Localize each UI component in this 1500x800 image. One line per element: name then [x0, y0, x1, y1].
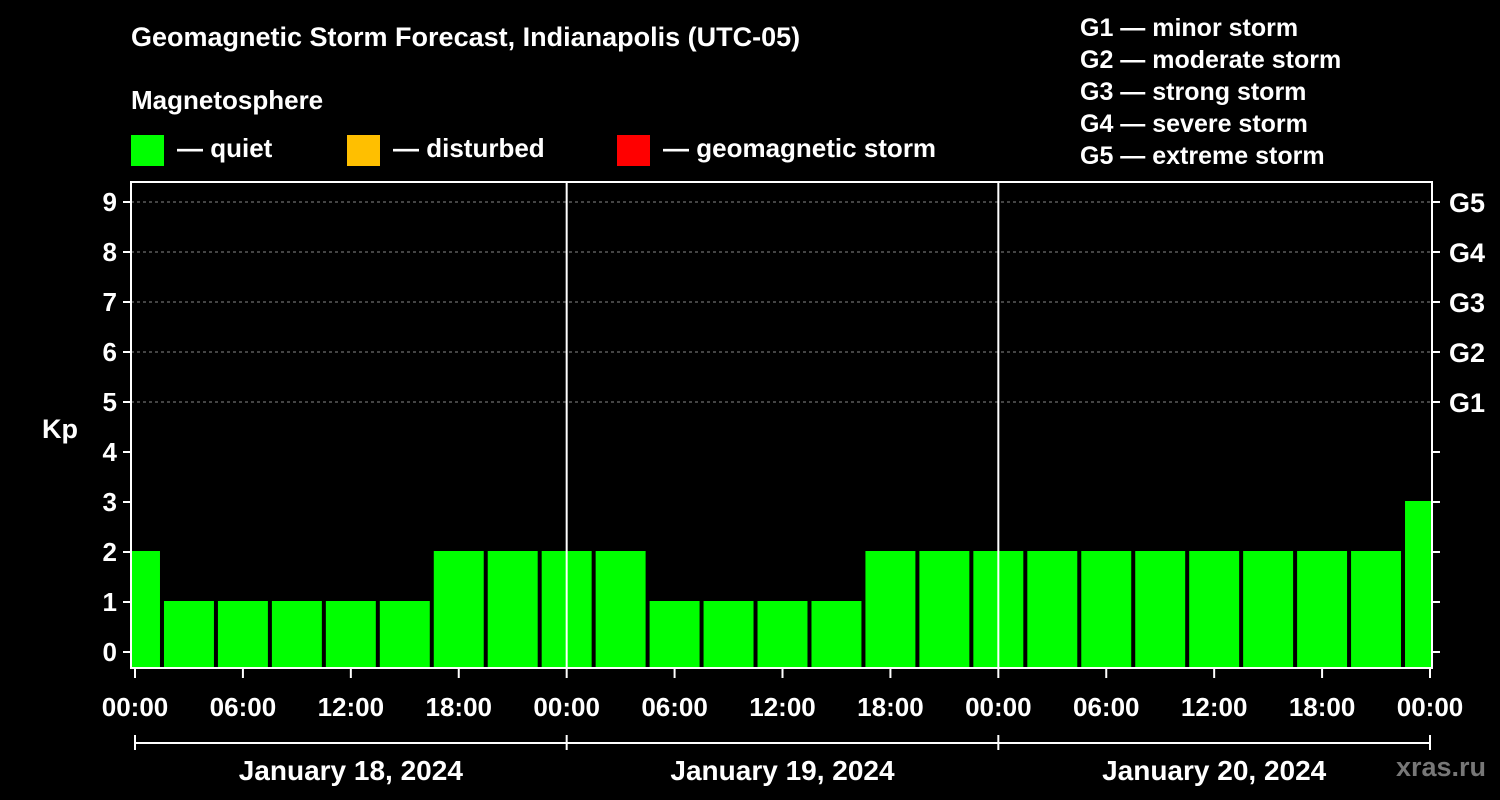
- kp-bar: [1405, 501, 1431, 667]
- x-tick-label: 18:00: [426, 692, 493, 722]
- g-level-label: G4: [1449, 238, 1485, 268]
- kp-bar: [919, 551, 970, 667]
- storm-scale-g3: G3 — strong storm: [1080, 78, 1307, 106]
- storm-scale-g2: G2 — moderate storm: [1080, 46, 1342, 74]
- kp-bar: [757, 601, 808, 667]
- legend-label-disturbed: — disturbed: [393, 133, 545, 163]
- g-level-label: G1: [1449, 388, 1485, 418]
- storm-scale-g1: G1 — minor storm: [1080, 14, 1299, 42]
- kp-bar: [433, 551, 484, 667]
- kp-bar: [703, 601, 754, 667]
- x-tick-label: 00:00: [1397, 692, 1464, 722]
- y-axis-label: Kp: [42, 414, 78, 444]
- kp-bar: [1243, 551, 1294, 667]
- y-tick-label: 8: [103, 237, 117, 267]
- legend-label-storm: — geomagnetic storm: [663, 133, 937, 163]
- kp-bar: [865, 551, 916, 667]
- x-tick-label: 00:00: [965, 692, 1032, 722]
- kp-bar: [1135, 551, 1186, 667]
- y-tick-label: 1: [103, 587, 117, 617]
- day-label: January 18, 2024: [239, 755, 464, 786]
- x-tick-label: 12:00: [749, 692, 816, 722]
- storm-scale-g4: G4 — severe storm: [1080, 110, 1308, 138]
- magnetosphere-label: Magnetosphere: [131, 85, 324, 115]
- x-tick-label: 00:00: [533, 692, 600, 722]
- kp-bar: [1351, 551, 1402, 667]
- y-tick-label: 6: [103, 337, 117, 367]
- day-label: January 20, 2024: [1102, 755, 1327, 786]
- kp-bar: [487, 551, 538, 667]
- y-tick-label: 0: [103, 637, 117, 667]
- legend-label-quiet: — quiet: [177, 133, 273, 163]
- kp-bar: [271, 601, 322, 667]
- chart-title: Geomagnetic Storm Forecast, Indianapolis…: [131, 22, 801, 52]
- kp-bar: [1081, 551, 1132, 667]
- kp-bar: [1297, 551, 1348, 667]
- kp-bar: [217, 601, 268, 667]
- kp-bar: [325, 601, 376, 667]
- y-tick-label: 2: [103, 537, 117, 567]
- storm-scale-g5: G5 — extreme storm: [1080, 142, 1325, 170]
- x-tick-label: 12:00: [318, 692, 385, 722]
- x-tick-label: 18:00: [1289, 692, 1356, 722]
- y-tick-label: 9: [103, 187, 117, 217]
- kp-bar: [595, 551, 646, 667]
- kp-bar: [1027, 551, 1078, 667]
- g-level-label: G5: [1449, 188, 1485, 218]
- y-tick-label: 4: [103, 437, 118, 467]
- x-tick-label: 00:00: [102, 692, 169, 722]
- y-tick-label: 3: [103, 487, 117, 517]
- legend-swatch-disturbed: [347, 135, 380, 166]
- g-level-label: G2: [1449, 338, 1485, 368]
- g-level-label: G3: [1449, 288, 1485, 318]
- day-label: January 19, 2024: [670, 755, 895, 786]
- kp-bar: [649, 601, 700, 667]
- legend-swatch-quiet: [131, 135, 164, 166]
- watermark: xras.ru: [1395, 752, 1486, 782]
- x-tick-label: 18:00: [857, 692, 924, 722]
- kp-bar: [1189, 551, 1240, 667]
- y-tick-label: 7: [103, 287, 117, 317]
- x-tick-label: 06:00: [210, 692, 277, 722]
- kp-bar: [132, 551, 160, 667]
- kp-bar: [163, 601, 214, 667]
- y-tick-label: 5: [103, 387, 117, 417]
- legend-swatch-storm: [617, 135, 650, 166]
- kp-bar: [379, 601, 430, 667]
- x-tick-label: 12:00: [1181, 692, 1248, 722]
- kp-bar: [811, 601, 862, 667]
- x-tick-label: 06:00: [1073, 692, 1140, 722]
- x-tick-label: 06:00: [641, 692, 708, 722]
